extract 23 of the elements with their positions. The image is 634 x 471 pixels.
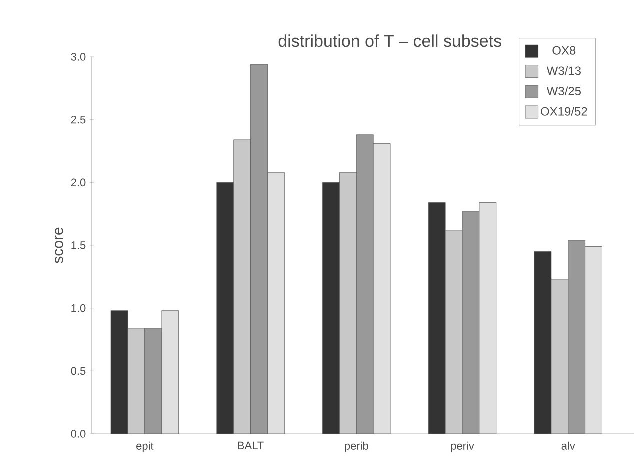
x-tick-label: alv — [562, 442, 576, 450]
bar — [268, 172, 285, 434]
bar — [373, 144, 391, 434]
legend-label: OX8 — [552, 46, 576, 55]
y-tick-label: 1.0 — [72, 304, 86, 312]
legend-label: OX19/52 — [541, 107, 588, 116]
y-tick-label: 2.5 — [71, 116, 86, 124]
y-tick-label: 2.0 — [71, 178, 86, 187]
x-tick-label: periv — [451, 442, 474, 452]
chart-title: distribution of T – cell subsets — [278, 34, 502, 48]
y-tick-label: 1.5 — [72, 242, 86, 250]
legend-label: W3/13 — [546, 66, 581, 76]
x-tick-label: perib — [345, 442, 368, 452]
y-tick-label: 3.0 — [71, 53, 86, 61]
x-tick-label: epit — [136, 442, 154, 452]
bar — [585, 246, 602, 434]
legend-label: W3/25 — [546, 86, 582, 96]
bar — [162, 310, 180, 434]
y-axis-title: score — [55, 228, 64, 264]
y-tick-label: 0.0 — [71, 430, 86, 438]
y-tick-label: 0.5 — [71, 367, 86, 376]
bar — [479, 202, 497, 434]
x-tick-label: BALT — [238, 442, 264, 450]
